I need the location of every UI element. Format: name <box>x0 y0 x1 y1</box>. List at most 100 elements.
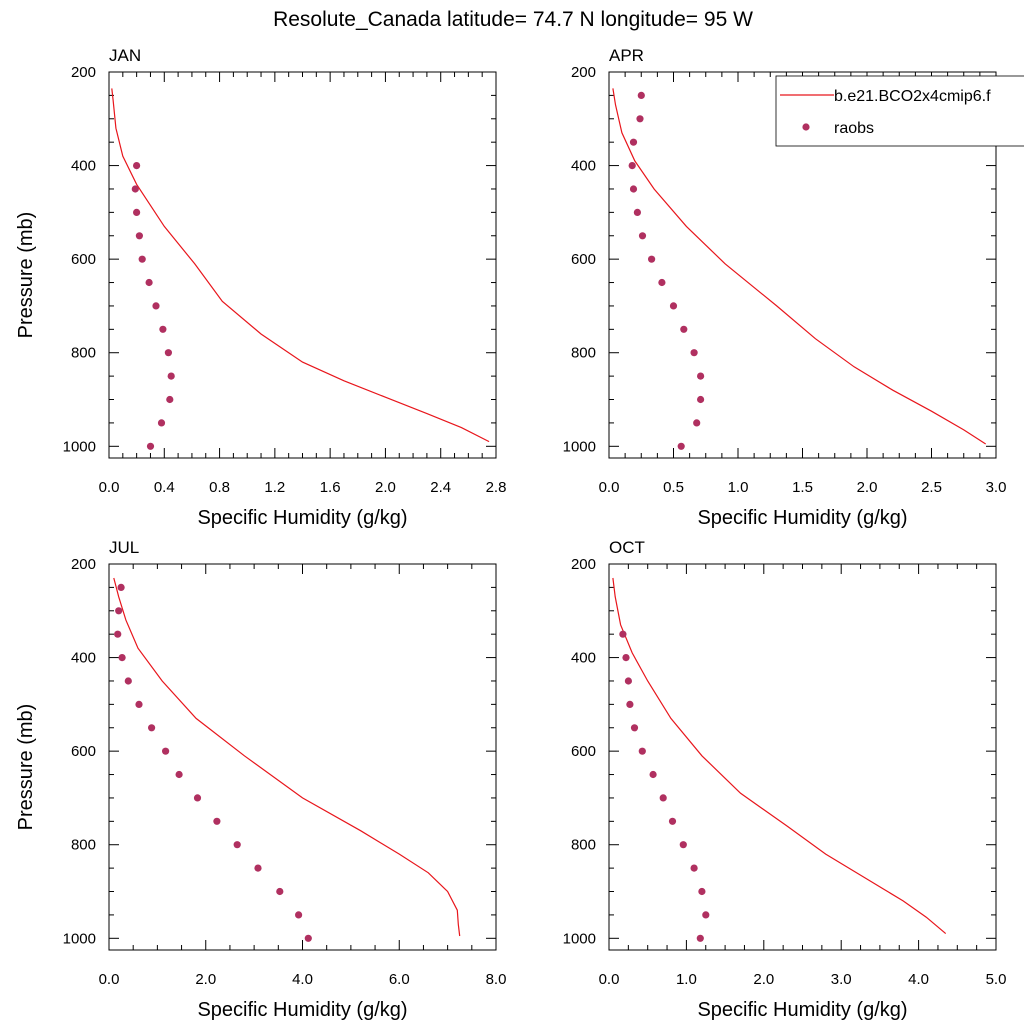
panel-apr: APR 200 400 600 800 1000 0.0 0.5 1.0 1.5 2.0 2.5 3.0… <box>563 46 1007 529</box>
x-axis-title: Specific Humidity (g/kg) <box>197 507 407 529</box>
raobs-point <box>679 841 687 849</box>
x-tick-label: 0.0 <box>599 971 620 988</box>
y-tick-label: 1000 <box>563 930 596 947</box>
x-tick-label: 1.5 <box>792 479 813 496</box>
raobs-point <box>626 700 634 709</box>
y-tick-label: 600 <box>71 743 96 760</box>
raobs-point <box>638 747 646 755</box>
raobs-point <box>133 162 141 170</box>
raobs-point <box>649 770 657 779</box>
raobs-point <box>152 302 160 310</box>
model-series-line <box>111 88 490 443</box>
panel-label: APR <box>609 46 644 65</box>
model-series-line <box>612 577 947 935</box>
raobs-point <box>659 794 667 802</box>
raobs-point <box>135 700 143 709</box>
y-axis-title: Pressure (mb) <box>15 212 37 339</box>
raobs-point <box>213 817 221 825</box>
x-tick-label: 5.0 <box>986 971 1007 988</box>
y-tick-label: 200 <box>71 556 96 573</box>
raobs-point <box>693 419 701 427</box>
panel-jul: JUL 200 400 600 800 1000 0.0 2.0 4.0 6.0 8.0 Specif… <box>15 538 506 1021</box>
y-tick-label: 800 <box>571 837 596 854</box>
x-tick-label: 0.0 <box>99 971 120 988</box>
raobs-point <box>658 278 666 287</box>
raobs-point <box>633 208 642 216</box>
raobs-point <box>638 232 647 240</box>
y-axis-title: Pressure (mb) <box>15 704 37 831</box>
x-tick-label: 2.0 <box>195 971 216 988</box>
figure-title: Resolute_Canada latitude= 74.7 N longitu… <box>273 8 753 31</box>
y-tick-label: 1000 <box>63 930 96 947</box>
raobs-point <box>133 208 141 216</box>
raobs-point <box>690 349 698 357</box>
raobs-point <box>118 654 126 662</box>
panel-label: JAN <box>109 46 141 65</box>
x-tick-label: 0.4 <box>154 479 175 496</box>
raobs-point <box>115 607 123 615</box>
x-tick-label: 2.0 <box>857 479 878 496</box>
x-tick-label: 2.8 <box>486 479 507 496</box>
panel-label: JUL <box>109 538 139 557</box>
panel-jan: JAN 200 400 600 800 1000 0.0 0.4 0.8 1.2 1.6 2.0 2.4… <box>15 46 506 529</box>
x-tick-label: 0.0 <box>599 479 620 496</box>
raobs-point <box>304 934 312 942</box>
x-axis-title: Specific Humidity (g/kg) <box>697 507 907 529</box>
x-tick-label: 3.0 <box>831 971 852 988</box>
y-tick-label: 200 <box>571 64 596 81</box>
raobs-point <box>135 232 143 240</box>
x-tick-label: 0.8 <box>209 479 230 496</box>
panel-label: OCT <box>609 538 645 557</box>
raobs-point <box>702 911 710 919</box>
raobs-point <box>124 677 132 685</box>
legend-box <box>775 75 1024 147</box>
raobs-point <box>146 442 155 450</box>
raobs-point <box>148 724 156 732</box>
x-tick-label: 8.0 <box>486 971 507 988</box>
x-tick-label: 3.0 <box>986 479 1007 496</box>
raobs-point <box>164 349 172 357</box>
y-tick-label: 800 <box>71 837 96 854</box>
raobs-point <box>295 911 303 919</box>
raobs-point <box>162 747 170 755</box>
raobs-point <box>145 278 153 287</box>
x-tick-label: 2.0 <box>753 971 774 988</box>
raobs-point <box>698 887 706 896</box>
y-tick-label: 400 <box>571 650 596 667</box>
x-tick-label: 1.6 <box>320 479 341 496</box>
y-tick-label: 600 <box>571 743 596 760</box>
x-tick-label: 4.0 <box>908 971 929 988</box>
legend: b.e21.BCO2x4cmip6.f raobs <box>775 75 1024 147</box>
x-axis-title: Specific Humidity (g/kg) <box>697 999 907 1021</box>
raobs-point <box>680 325 688 333</box>
raobs-point <box>628 162 636 170</box>
y-tick-label: 200 <box>571 556 596 573</box>
model-series-line <box>113 577 461 937</box>
x-tick-label: 2.5 <box>921 479 942 496</box>
raobs-point <box>193 794 202 802</box>
x-tick-label: 0.0 <box>99 479 120 496</box>
y-tick-label: 1000 <box>563 438 596 455</box>
raobs-point <box>630 724 639 732</box>
raobs-point <box>629 185 638 193</box>
x-tick-label: 1.0 <box>728 479 749 496</box>
raobs-point <box>637 91 645 99</box>
raobs-point <box>276 887 284 896</box>
y-tick-label: 600 <box>71 251 96 268</box>
x-tick-label: 2.0 <box>375 479 396 496</box>
raobs-point <box>167 372 175 380</box>
raobs-point <box>114 630 122 638</box>
raobs-point <box>117 583 125 592</box>
raobs-point <box>166 395 174 404</box>
raobs-point <box>677 442 685 450</box>
y-tick-label: 800 <box>571 345 596 362</box>
raobs-point <box>175 770 183 779</box>
raobs-point <box>697 395 705 404</box>
y-tick-label: 1000 <box>63 438 96 455</box>
x-tick-label: 1.0 <box>676 971 697 988</box>
raobs-point <box>696 934 704 942</box>
raobs-point <box>233 841 241 849</box>
plot-frame <box>108 563 497 951</box>
raobs-point <box>636 115 644 123</box>
